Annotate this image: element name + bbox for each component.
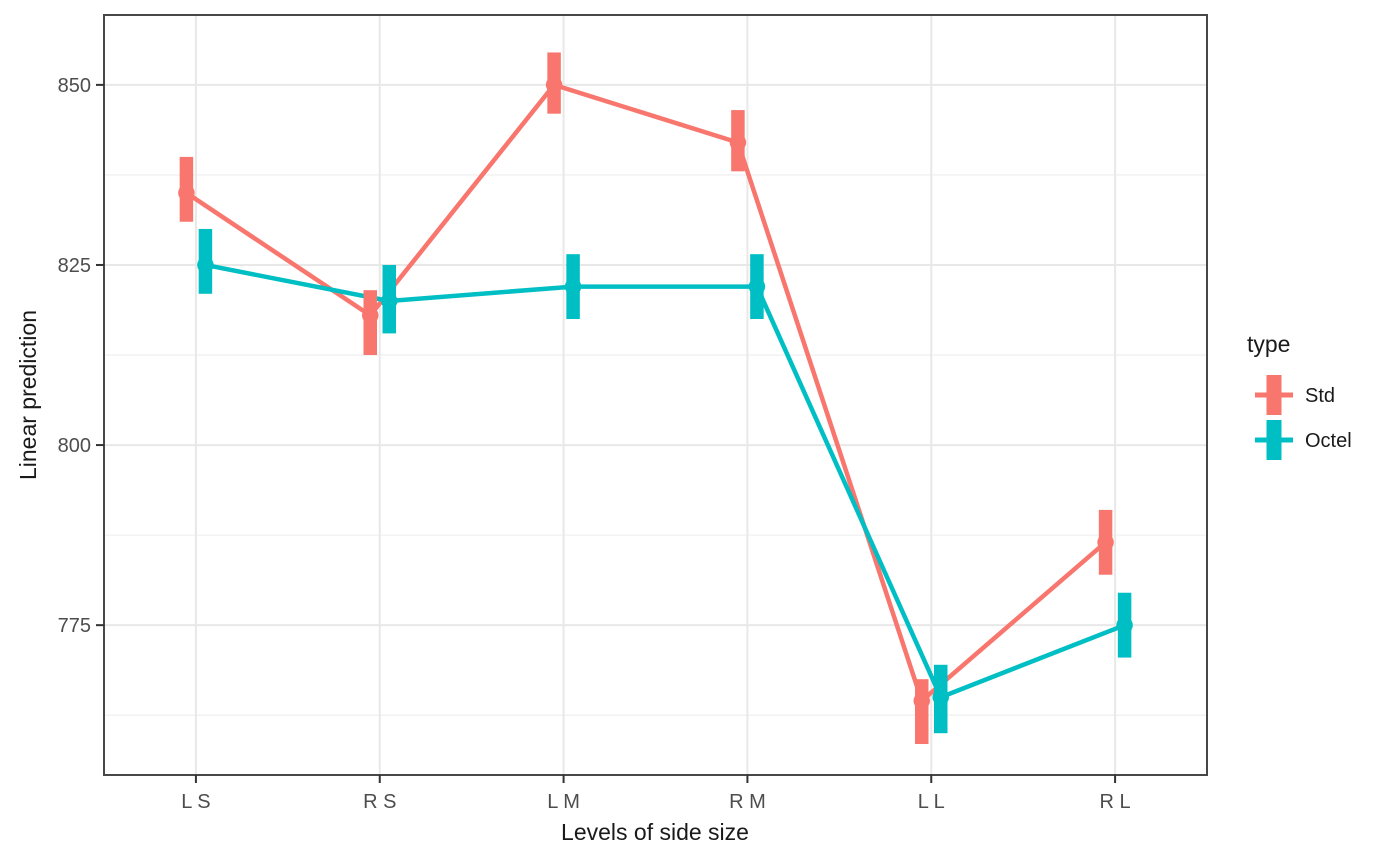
range-bar-std	[363, 290, 377, 356]
x-tick-label: L S	[181, 791, 210, 813]
range-bar-std	[731, 110, 745, 172]
range-bar-std	[179, 156, 194, 222]
y-tick-label: 850	[58, 75, 91, 97]
series-line-octel	[204, 262, 1126, 701]
x-tick-label: L L	[918, 791, 945, 813]
range-bar-std	[1098, 509, 1113, 575]
x-tick-label: R L	[1100, 791, 1131, 813]
legend-entry-label: Std	[1305, 385, 1335, 407]
legend-entry-octel: Octel	[1255, 420, 1352, 460]
x-tick-label: R S	[363, 791, 396, 813]
y-axis-title: Linear prediction	[15, 310, 41, 480]
series-line-std	[185, 82, 1108, 705]
range-bar-std	[547, 52, 561, 114]
panel-border	[103, 14, 1208, 776]
legend-entry-label: Octel	[1305, 430, 1352, 452]
range-bar-octel	[566, 254, 580, 319]
range-bar-std	[915, 679, 929, 745]
legend-title: type	[1247, 331, 1290, 357]
plot-panel: 775 800 825 850 L S R S L M R M L L R L	[58, 14, 1208, 813]
legend-key-bar	[1266, 420, 1282, 460]
range-bar-octel	[934, 664, 948, 734]
legend-key-bar	[1266, 375, 1282, 415]
range-bar-octel	[750, 254, 764, 319]
range-bar-octel	[382, 264, 396, 334]
range-bar-octel	[198, 228, 213, 294]
y-tick-label: 800	[58, 435, 91, 457]
legend: Std Octel	[1255, 375, 1352, 460]
x-tick-label: R M	[729, 791, 766, 813]
y-tick-label: 775	[58, 615, 91, 637]
legend-entry-std: Std	[1255, 375, 1335, 415]
x-axis-title: Levels of side size	[561, 819, 749, 845]
y-tick-label: 825	[58, 255, 91, 277]
x-tick-label: L M	[547, 791, 580, 813]
range-bar-octel	[1117, 592, 1132, 658]
panel-background	[104, 15, 1207, 775]
